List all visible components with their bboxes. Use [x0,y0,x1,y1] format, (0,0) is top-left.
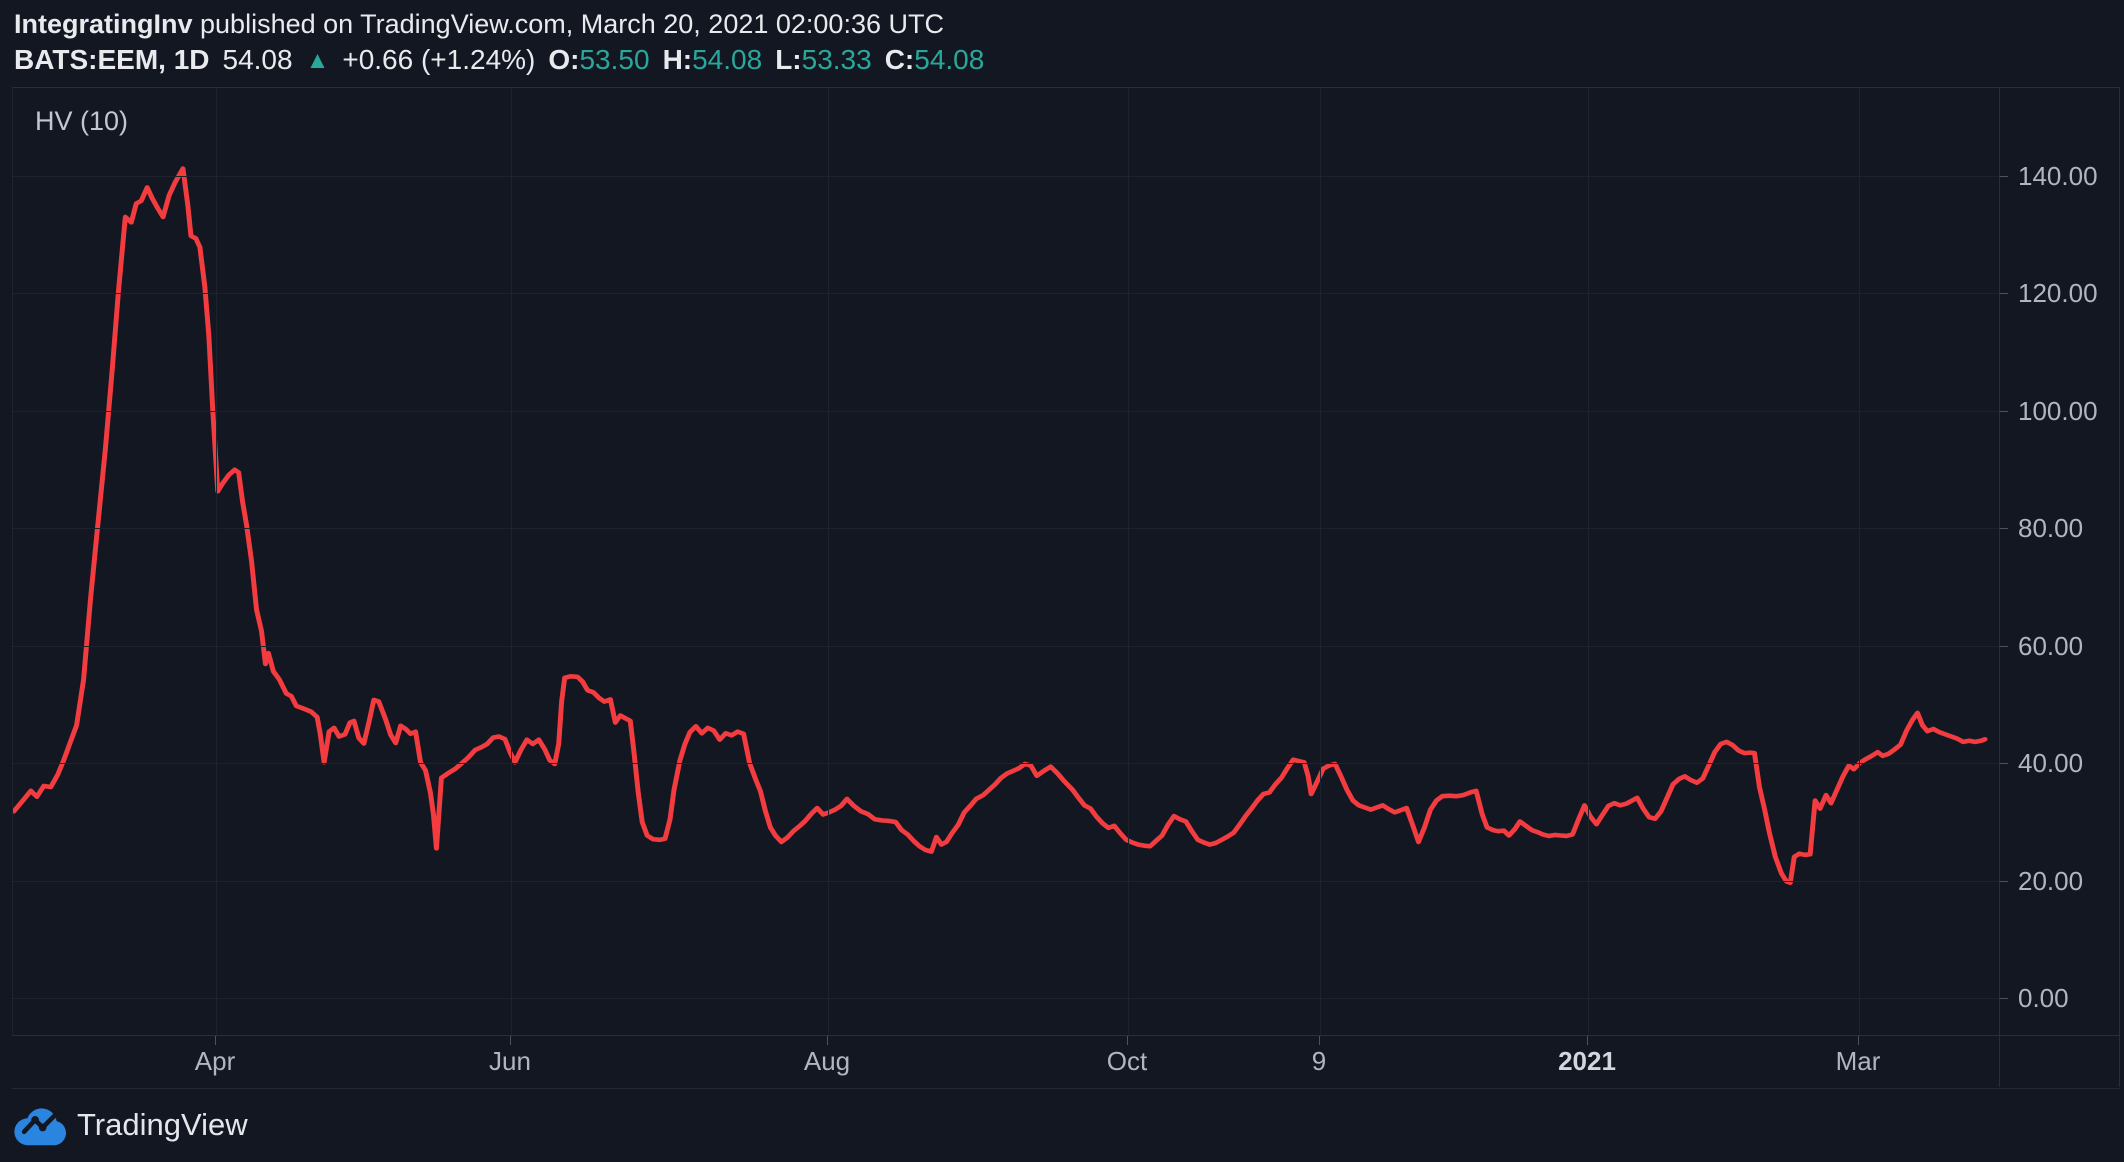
time-tick-mark [1127,1036,1128,1045]
hv-series-line [13,166,1988,886]
chart-right-border [2119,87,2120,1087]
time-axis[interactable]: Apr Jun Aug Oct 9 2021 Mar [12,1035,2120,1089]
open-label: O: [548,44,580,75]
price-tick-mark [1999,881,2008,882]
brand-name: TradingView [77,1107,248,1142]
time-tick-mark [1858,1036,1859,1045]
time-label: 2021 [1558,1046,1616,1076]
publish-info: published on TradingView.com, March 20, … [192,9,944,39]
price-axis[interactable]: 140.00 120.00 100.00 80.00 60.00 40.00 20.00 0.… [1999,87,2120,1036]
h-gridline [13,881,2000,882]
h-gridline [13,176,2000,177]
price-change: +0.66 (+1.24%) [342,44,536,75]
last-price: 54.08 [222,44,293,75]
hv-line-chart [13,166,1988,886]
time-label: Oct [1106,1046,1148,1076]
price-label: 20.00 [2018,866,2084,896]
chart-pane[interactable]: HV (10) [12,87,2000,1036]
h-gridline [13,411,2000,412]
time-tick-mark [827,1036,828,1045]
indicator-legend: HV (10) [35,106,129,136]
ohlc-low: L: 53.33 [775,44,872,76]
time-label: Mar [1835,1046,1881,1076]
time-label: Apr [194,1046,236,1076]
ohlc-close: C: 54.08 [885,44,985,76]
price-axis-separator [1999,87,2000,1087]
time-tick-mark [510,1036,511,1045]
tradingview-cloud-icon [14,1108,66,1146]
ticker-row: BATS:EEM, 1D 54.08 ▲ +0.66 (+1.24%) O: 53… [14,44,984,76]
v-gridline [1128,88,1129,1036]
price-tick-mark [1999,528,2008,529]
time-label: Aug [803,1046,851,1076]
v-gridline [1588,88,1589,1036]
price-tick-mark [1999,411,2008,412]
time-label: 9 [1311,1046,1327,1076]
price-label: 80.00 [2018,513,2084,543]
price-label: 0.00 [2018,983,2069,1013]
v-gridline [1320,88,1321,1036]
h-gridline [13,293,2000,294]
price-label: 100.00 [2018,396,2098,426]
author-name: IntegratingInv [14,9,193,39]
price-tick-mark [1999,998,2008,999]
h-gridline [13,763,2000,764]
time-tick-mark [1319,1036,1320,1045]
price-tick-mark [1999,293,2008,294]
price-tick-mark [1999,763,2008,764]
high-label: H: [662,44,693,75]
up-triangle-icon: ▲ [305,47,330,74]
ohlc-open: O: 53.50 [548,44,649,76]
v-gridline [511,88,512,1036]
close-label: C: [884,44,915,75]
v-gridline [216,88,217,1036]
symbol-name: BATS:EEM, 1D [14,44,210,75]
tradingview-brand[interactable]: TradingView [14,1099,248,1151]
price-tick-mark [1999,176,2008,177]
time-label: Jun [489,1046,531,1076]
price-label: 60.00 [2018,631,2084,661]
low-label: L: [775,44,802,75]
high-value: 54.08 [692,44,763,75]
v-gridline [1859,88,1860,1036]
price-label: 40.00 [2018,748,2084,778]
price-label: 120.00 [2018,278,2098,308]
price-tick-mark [1999,646,2008,647]
close-value: 54.08 [914,44,985,75]
h-gridline [13,998,2000,999]
v-gridline [828,88,829,1036]
h-gridline [13,528,2000,529]
time-tick-mark [1587,1036,1588,1045]
low-value: 53.33 [801,44,872,75]
publish-header: IntegratingInv published on TradingView.… [14,9,944,40]
h-gridline [13,646,2000,647]
open-value: 53.50 [579,44,650,75]
time-tick-mark [215,1036,216,1045]
price-label: 140.00 [2018,161,2098,191]
ohlc-high: H: 54.08 [663,44,763,76]
